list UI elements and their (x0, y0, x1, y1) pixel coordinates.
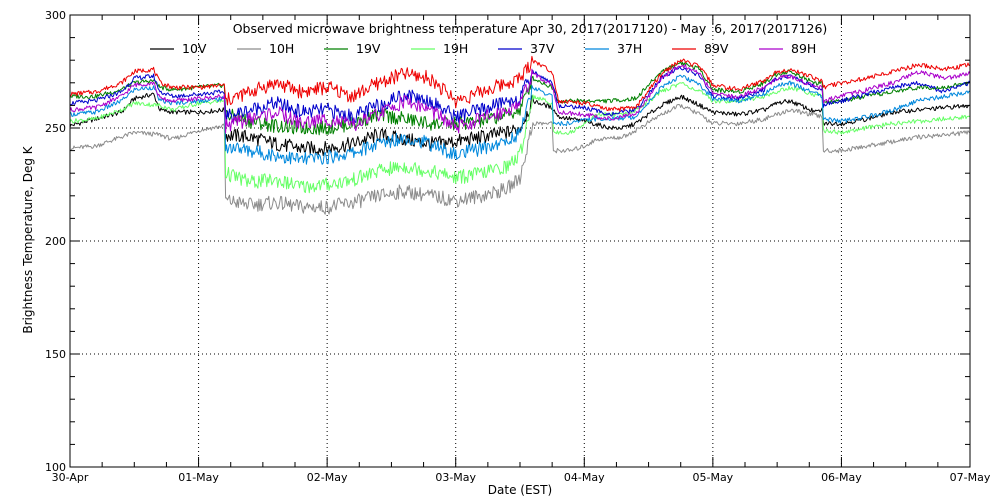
series-line-10h (69, 104, 971, 215)
y-tick-label: 300 (45, 9, 66, 22)
x-tick-label: 07-May (950, 471, 991, 484)
gridlines (70, 15, 970, 467)
legend-label-10v: 10V (182, 41, 207, 56)
x-tick-label: 04-May (564, 471, 605, 484)
series-line-89v (70, 55, 971, 112)
x-tick-label: 05-May (692, 471, 733, 484)
legend: 10V 10H 19V 19H 37V 37H 89V 89H (150, 41, 816, 56)
series-line-19v (69, 61, 971, 136)
legend-label-10h: 10H (269, 41, 294, 56)
series-line-37h (69, 74, 971, 165)
series-lines (69, 55, 971, 215)
y-tick-label: 250 (45, 122, 66, 135)
x-tick-label: 03-May (435, 471, 476, 484)
y-tick-label: 200 (45, 235, 66, 248)
legend-label-37v: 37V (530, 41, 555, 56)
legend-label-89h: 89H (791, 41, 816, 56)
x-tick-label: 30-Apr (52, 471, 89, 484)
legend-label-89v: 89V (704, 41, 729, 56)
x-tick-label: 02-May (307, 471, 348, 484)
x-axis-label: Date (EST) (488, 483, 552, 497)
y-tick-label: 100 (45, 461, 66, 474)
x-tick-label: 06-May (821, 471, 862, 484)
y-tick-label: 150 (45, 348, 66, 361)
x-tick-label: 01-May (178, 471, 219, 484)
series-line-89h (69, 64, 971, 134)
legend-label-19h: 19H (443, 41, 468, 56)
y-axis-label: Brightness Temperature, Deg K (21, 145, 35, 333)
plot-frame (69, 14, 971, 468)
chart-title: Observed microwave brightness temperatur… (233, 21, 828, 36)
legend-label-37h: 37H (617, 41, 642, 56)
legend-label-19v: 19V (356, 41, 381, 56)
